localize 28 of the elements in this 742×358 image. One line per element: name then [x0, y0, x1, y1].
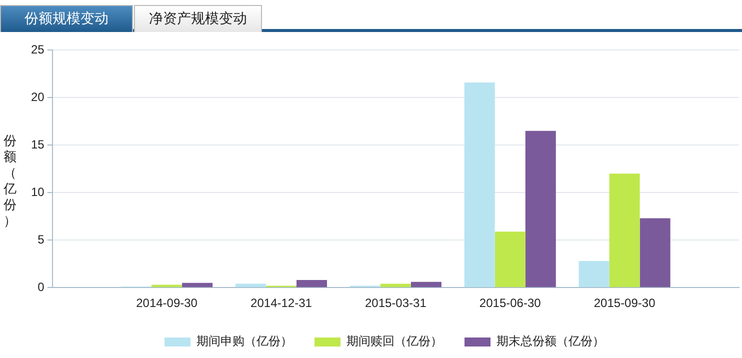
legend-label: 期末总份额（亿份） — [496, 334, 604, 348]
y-tick-label: 15 — [30, 137, 45, 152]
bar — [182, 282, 213, 288]
bar — [609, 174, 640, 288]
bar — [640, 218, 670, 288]
x-tick-label: 2014-12-31 — [250, 296, 312, 310]
bar — [296, 280, 328, 288]
y-axis-title: 份额（亿份） — [2, 134, 18, 230]
y-tick-label: 10 — [30, 184, 45, 199]
bar — [578, 261, 610, 288]
bar — [380, 284, 411, 288]
bar — [525, 130, 556, 288]
legend-label: 期间申购（亿份） — [196, 334, 292, 348]
x-tick-label: 2015-09-30 — [594, 296, 656, 310]
bar — [464, 82, 495, 288]
y-tick-label: 5 — [38, 232, 45, 246]
x-tick-label: 2015-06-30 — [479, 296, 542, 310]
legend-label: 期间赎回（亿份） — [346, 334, 442, 348]
y-tick-label: 25 — [30, 42, 45, 57]
bar — [410, 282, 442, 288]
x-tick-label: 2014-09-30 — [136, 296, 198, 310]
bar — [235, 284, 266, 288]
y-tick-label: 0 — [38, 280, 45, 294]
x-tick-label: 2015-03-31 — [364, 296, 427, 310]
text: 净资产规模变动 — [134, 5, 262, 32]
text: 份额规模变动 — [0, 5, 133, 32]
y-tick-label: 20 — [30, 90, 45, 104]
bar — [494, 232, 526, 288]
